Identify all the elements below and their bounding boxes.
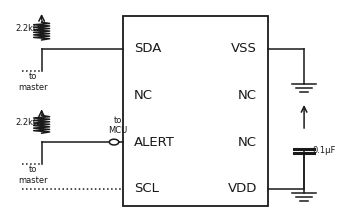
- Text: NC: NC: [134, 89, 153, 102]
- Text: ALERT: ALERT: [134, 136, 175, 149]
- Text: 2.2kΩ: 2.2kΩ: [16, 24, 40, 33]
- Text: 2.2kΩ: 2.2kΩ: [16, 118, 40, 127]
- Text: to
MCU: to MCU: [108, 116, 127, 135]
- Text: SDA: SDA: [134, 42, 161, 55]
- Text: to
master: to master: [18, 72, 47, 91]
- Circle shape: [109, 139, 119, 145]
- Text: SCL: SCL: [134, 182, 159, 195]
- Text: VSS: VSS: [231, 42, 257, 55]
- Text: NC: NC: [238, 89, 257, 102]
- Text: 0.1μF: 0.1μF: [312, 147, 336, 155]
- Text: NC: NC: [238, 136, 257, 149]
- Bar: [123, 16, 268, 206]
- Text: VDD: VDD: [228, 182, 257, 195]
- Text: to
master: to master: [18, 165, 47, 185]
